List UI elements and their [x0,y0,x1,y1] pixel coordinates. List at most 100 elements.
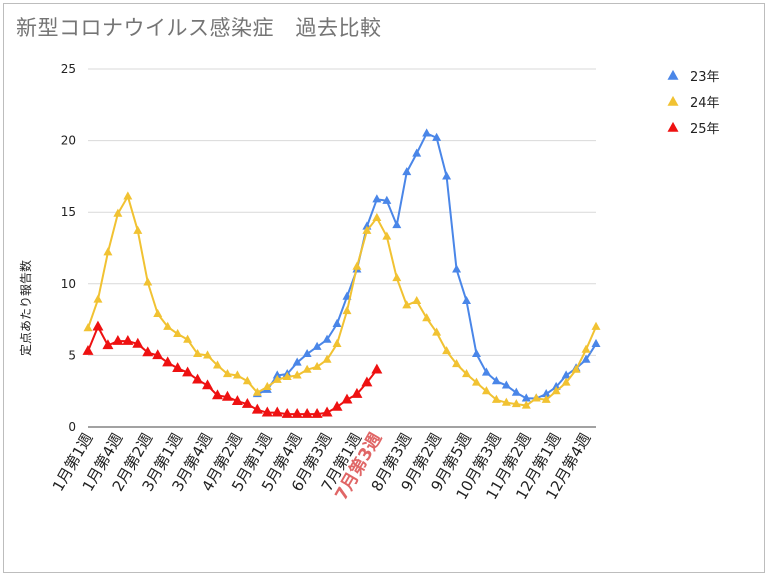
data-point [103,247,113,256]
data-point [302,348,312,358]
data-point [392,273,402,282]
data-point [511,399,521,408]
data-point [93,294,103,303]
data-point [452,264,462,273]
data-point [182,366,194,377]
data-point [143,277,153,286]
data-point [412,148,422,157]
series-line [87,195,597,407]
chart-title: 新型コロナウイルス感染症 過去比較 [16,16,382,40]
series-24年 [83,191,601,409]
legend: 23年 24年 25年 [667,69,720,137]
data-point [481,386,491,395]
data-point [402,167,412,176]
data-point [301,407,313,418]
data-point [242,376,252,385]
data-point [291,407,303,418]
y-axis-ticks: 0 5 10 15 20 25 [61,62,76,434]
data-point [241,397,253,408]
data-point [272,370,282,379]
data-point [402,300,412,309]
data-point [192,373,204,384]
data-point [142,346,154,357]
data-point [591,321,601,330]
y-tick-label: 5 [68,348,76,362]
data-point [212,360,222,369]
data-point [252,387,262,396]
data-point [173,328,183,337]
series-line [87,325,378,416]
data-point [112,334,124,345]
legend-marker [667,121,679,132]
data-point [392,220,402,229]
data-point [92,320,104,331]
data-point [442,346,452,355]
data-point [172,362,184,373]
data-point [222,368,232,378]
data-point [561,370,571,379]
data-point [322,354,332,363]
data-point [501,380,511,389]
data-point [501,397,511,406]
data-point [332,338,342,348]
data-point [521,400,531,409]
data-point [162,356,174,367]
data-point [462,295,472,305]
data-point [422,313,432,322]
x-axis-ticks: 1月第1週1月第4週2月第2週3月第1週3月第4週4月第2週5月第1週5月第4週… [49,429,595,504]
data-point [221,390,233,401]
data-point [511,387,521,396]
data-point [163,321,173,330]
data-point [133,225,143,234]
data-point [203,350,213,359]
data-point [351,387,363,398]
data-point [382,195,392,204]
y-tick-label: 0 [68,420,76,434]
data-point [302,364,312,373]
data-point [123,191,133,200]
data-point [561,377,571,386]
data-point [571,364,581,373]
data-point [261,406,273,417]
data-point [272,374,282,383]
data-point [372,194,382,203]
data-point [153,308,163,317]
series-line [256,132,597,400]
data-point [282,371,292,380]
y-tick-label: 25 [61,62,76,76]
data-point [262,381,272,390]
data-point [232,370,242,379]
data-point [432,327,442,336]
legend-marker [667,69,679,80]
data-point [332,318,342,327]
data-point [471,377,481,386]
data-point [491,394,501,403]
data-point [292,370,302,379]
data-point [312,361,322,370]
data-point [83,323,93,332]
chart-frame [3,3,765,573]
data-point [281,407,293,418]
data-point [531,393,541,402]
series-23年 [252,128,601,402]
y-tick-label: 10 [61,277,76,291]
legend-label: 24年 [690,96,720,111]
data-point [292,357,302,366]
data-point [341,393,353,404]
data-point [183,334,193,343]
data-point [371,363,383,374]
data-point [382,231,392,240]
data-point [322,334,332,343]
data-point [551,386,561,395]
data-point [122,334,134,345]
legend-label: 23年 [690,70,720,85]
data-point [541,389,551,398]
data-point [422,128,432,137]
data-point [452,358,462,368]
data-point [372,212,382,222]
data-point [113,208,123,217]
data-point [82,344,94,355]
data-point [102,339,114,350]
data-point [202,379,214,390]
